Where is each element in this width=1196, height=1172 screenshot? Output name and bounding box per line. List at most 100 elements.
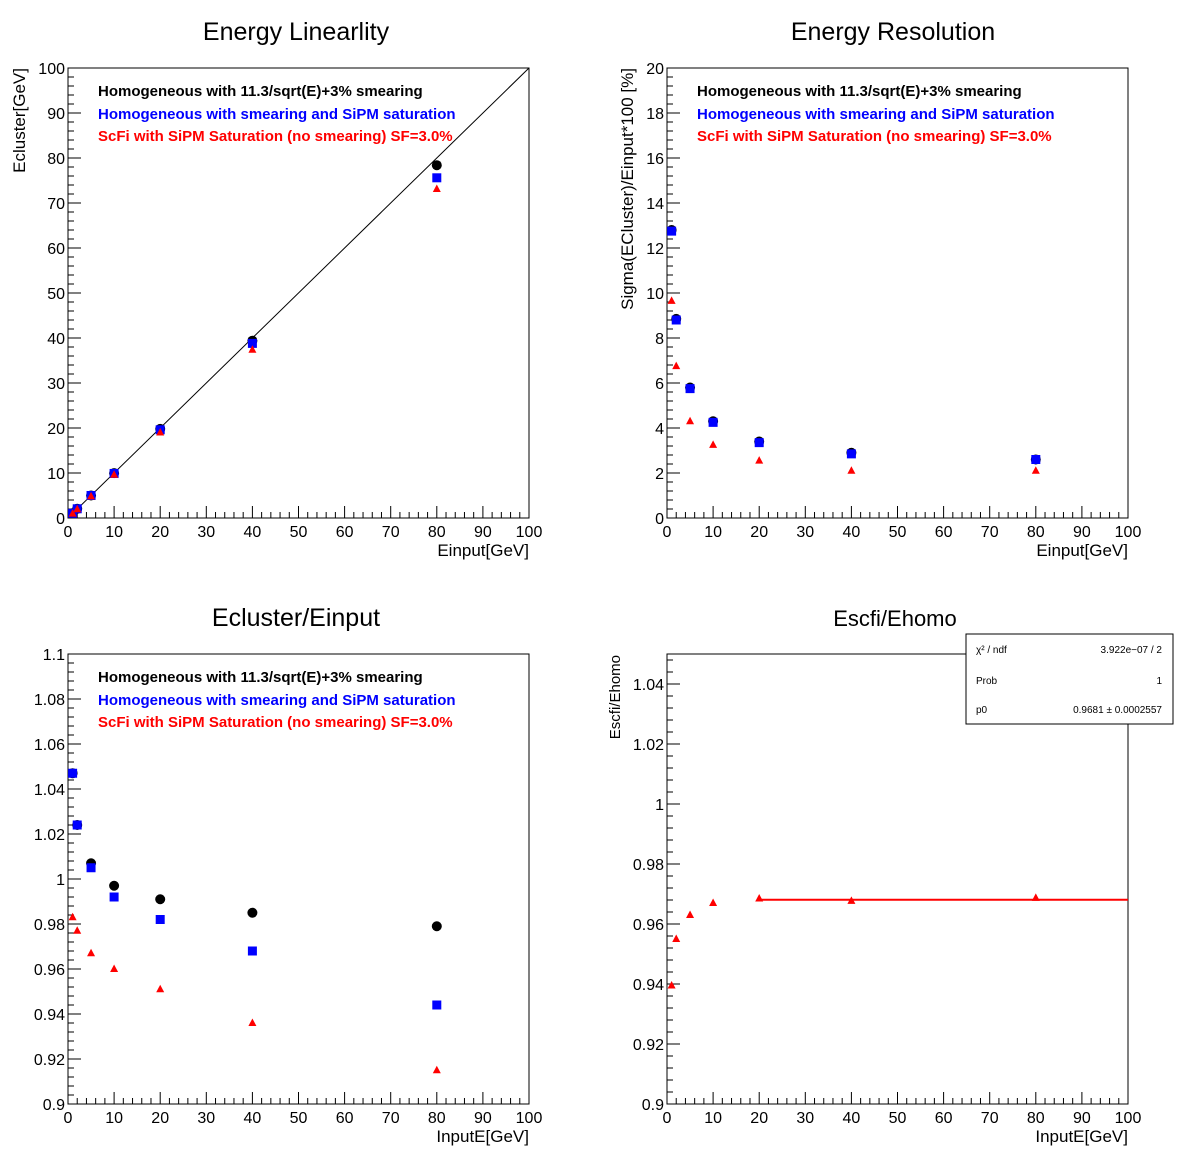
data-points [67, 768, 442, 1074]
y-tick-label: 0.96 [34, 962, 65, 979]
legend-entry-scfi: ScFi with SiPM Saturation (no smearing) … [98, 128, 453, 145]
y-tick-label: 90 [47, 106, 65, 123]
x-tick-label: 70 [981, 524, 999, 541]
x-tick-label: 60 [935, 524, 953, 541]
legend: Homogeneous with 11.3/sqrt(E)+3% smearin… [98, 669, 456, 731]
x-tick-label: 50 [290, 524, 308, 541]
y-tick-label: 0.92 [633, 1037, 664, 1054]
x-tick-label: 80 [428, 524, 446, 541]
y-tick-label: 10 [646, 286, 664, 303]
y-tick-label: 1.04 [34, 782, 65, 799]
data-point-scfi [110, 964, 119, 972]
y-tick-label: 2 [655, 466, 664, 483]
x-tick-label: 10 [105, 524, 123, 541]
x-tick-label: 90 [474, 524, 492, 541]
x-tick-label: 20 [151, 524, 169, 541]
x-tick-label: 60 [336, 1110, 354, 1127]
data-point-smear [68, 768, 78, 778]
x-axis-label: InputE[GeV] [1035, 1127, 1128, 1146]
data-point-scfi [156, 984, 165, 993]
x-tick-label: 100 [516, 524, 543, 541]
x-tick-label: 30 [197, 1110, 215, 1127]
x-axis: 0 10 20 30 40 50 60 70 80 90 100 [663, 1092, 1141, 1127]
data-points [667, 893, 1040, 989]
x-axis: 0 10 20 30 40 50 60 70 80 90 100 [64, 1092, 542, 1127]
data-point-scfi [432, 1065, 441, 1074]
x-tick-label: 100 [1115, 524, 1142, 541]
y-tick-label: 30 [47, 376, 65, 393]
stats-label-prob: Prob [976, 676, 998, 687]
x-tick-label: 20 [750, 524, 768, 541]
data-point-smear [846, 449, 856, 459]
x-tick-label: 30 [197, 524, 215, 541]
panel-energy-linearity: Energy Linearlity 0 10 20 30 40 50 60 70 80 90 100… [10, 18, 542, 560]
stats-value-chi2: 3.922e−07 / 2 [1101, 645, 1163, 656]
y-axis: 0.9 0.92 0.94 0.96 0.98 1 1.02 1.04 1.06 1.08 1.1 [34, 647, 81, 1114]
y-tick-label: 1.08 [34, 692, 65, 709]
x-tick-label: 50 [889, 1110, 907, 1127]
data-point-smear [754, 438, 764, 448]
legend-entry-homogeneous: Homogeneous with 11.3/sqrt(E)+3% smearin… [697, 83, 1022, 100]
data-point-homo [155, 894, 166, 905]
data-point-scfi [847, 466, 856, 474]
data-point-scfi [755, 894, 764, 902]
y-tick-label: 60 [47, 241, 65, 258]
x-tick-label: 70 [382, 524, 400, 541]
y-tick-label: 8 [655, 331, 664, 348]
data-point-scfi [156, 428, 165, 436]
reference-diagonal-line [67, 67, 530, 519]
data-points [67, 160, 442, 519]
data-point-smear [155, 915, 165, 924]
x-tick-label: 40 [843, 1110, 861, 1127]
data-point-scfi [248, 345, 257, 353]
x-tick-label: 70 [981, 1110, 999, 1127]
y-tick-label: 0.94 [34, 1007, 65, 1024]
stats-value-prob: 1 [1156, 676, 1162, 687]
panel-ecluster-einput: Ecluster/Einput 0 10 20 30 40 50 60 70 80 90 100 0… [34, 604, 543, 1146]
y-tick-label: 1.02 [34, 827, 65, 844]
data-point-smear [685, 384, 695, 394]
x-tick-label: 80 [1027, 524, 1045, 541]
legend-entry-scfi: ScFi with SiPM Saturation (no smearing) … [697, 128, 1052, 145]
y-tick-label: 20 [646, 61, 664, 78]
x-tick-label: 40 [244, 524, 262, 541]
data-point-homo [431, 921, 442, 932]
y-tick-label: 40 [47, 331, 65, 348]
x-tick-label: 80 [1027, 1110, 1045, 1127]
panel-energy-resolution: Energy Resolution 0 10 20 30 40 50 60 70 80 90 100… [618, 18, 1141, 560]
y-tick-label: 0.98 [633, 857, 664, 874]
y-tick-label: 1 [655, 797, 664, 814]
legend: Homogeneous with 11.3/sqrt(E)+3% smearin… [697, 83, 1055, 145]
data-point-scfi [672, 361, 681, 370]
data-point-homo [431, 160, 442, 171]
x-tick-label: 0 [64, 1110, 73, 1127]
data-point-scfi [87, 491, 96, 500]
data-point-smear [72, 820, 82, 830]
x-tick-label: 0 [663, 524, 672, 541]
panel-title: Escfi/Ehomo [833, 606, 957, 631]
y-tick-label: 0.9 [642, 1097, 664, 1114]
data-point-smear [1031, 455, 1041, 464]
data-point-scfi [667, 296, 676, 304]
data-point-smear [671, 315, 681, 325]
legend-entry-homogeneous: Homogeneous with 11.3/sqrt(E)+3% smearin… [98, 669, 423, 686]
data-point-scfi [686, 416, 695, 425]
data-point-scfi [248, 1018, 257, 1026]
y-tick-label: 70 [47, 196, 65, 213]
y-tick-label: 18 [646, 106, 664, 123]
x-axis-label: InputE[GeV] [436, 1127, 529, 1146]
y-axis: 0.9 0.92 0.94 0.96 0.98 1 1.02 1.04 [633, 659, 680, 1114]
y-tick-label: 4 [655, 421, 664, 438]
data-point-scfi [709, 898, 718, 906]
legend-entry-scfi: ScFi with SiPM Saturation (no smearing) … [98, 714, 453, 731]
x-tick-label: 20 [151, 1110, 169, 1127]
y-axis-label: Sigma(ECluster)/Einput*100 [%] [618, 68, 637, 310]
y-axis-label: Escfi/Ehomo [607, 655, 624, 739]
y-tick-label: 50 [47, 286, 65, 303]
data-point-scfi [432, 184, 441, 193]
y-tick-label: 80 [47, 151, 65, 168]
x-tick-label: 30 [796, 524, 814, 541]
y-tick-label: 100 [38, 61, 65, 78]
x-tick-label: 30 [796, 1110, 814, 1127]
